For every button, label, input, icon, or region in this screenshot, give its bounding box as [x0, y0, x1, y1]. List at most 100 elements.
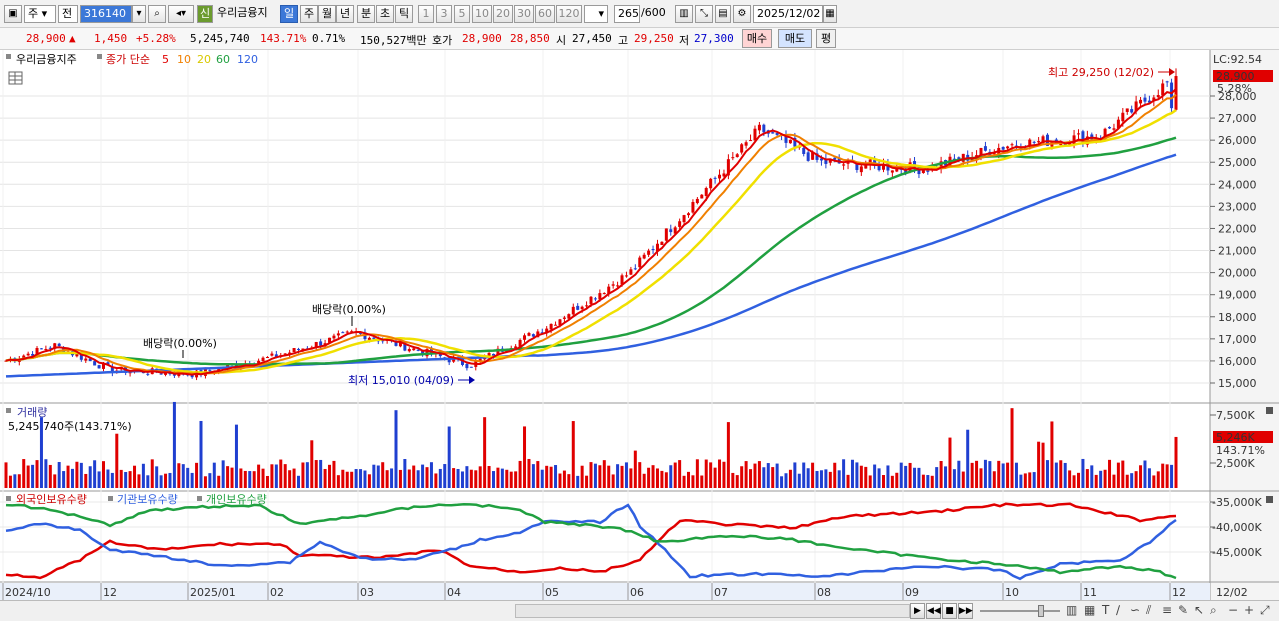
volume-bar	[762, 467, 766, 488]
volume-bar	[146, 475, 150, 488]
candle-body	[793, 137, 797, 147]
trend-icon[interactable]: ∽	[1130, 603, 1141, 617]
window-icon[interactable]: ▣	[4, 5, 22, 23]
balance-button[interactable]: 평	[816, 29, 836, 48]
volume-bar	[527, 458, 531, 488]
volume-bar	[26, 465, 30, 488]
volume-bar	[429, 462, 433, 488]
period-week-button[interactable]: 주	[300, 5, 318, 23]
zoom-out-icon[interactable]: −	[1228, 603, 1239, 617]
volume-bar	[704, 459, 708, 488]
bar-chart-icon[interactable]: ▥	[1066, 603, 1078, 617]
grid-icon[interactable]: ▦	[1084, 603, 1096, 617]
candle-body	[447, 357, 451, 363]
candle-body	[1081, 131, 1085, 144]
candle-body	[593, 298, 597, 300]
holder-panel-close-icon[interactable]	[1266, 496, 1273, 503]
volume-bar	[168, 472, 172, 488]
fibonacci-icon[interactable]: ≡	[1162, 603, 1173, 617]
volume-bar	[1014, 462, 1018, 488]
period-day-button[interactable]: 일	[280, 5, 298, 23]
candle-body	[784, 135, 788, 143]
period-year-button[interactable]: 년	[336, 5, 354, 23]
zoom-slider-handle[interactable]	[1038, 605, 1044, 617]
volume-bars	[4, 401, 1178, 488]
fullscreen-icon[interactable]: ⤢	[1260, 603, 1270, 617]
period-select[interactable]: 주 ▾	[24, 5, 56, 23]
chevron-down-icon[interactable]: ▾	[132, 5, 146, 23]
scroll-right-icon[interactable]: ▶	[910, 603, 925, 619]
period-tick-button[interactable]: 틱	[395, 5, 413, 23]
volume-bar	[611, 474, 615, 488]
zoom-in-icon[interactable]: +	[1244, 603, 1255, 617]
pencil-icon[interactable]: ✎	[1178, 603, 1189, 617]
volume-panel-close-icon[interactable]	[1266, 407, 1273, 414]
volume-bar	[261, 468, 265, 488]
volume-bar	[797, 473, 801, 488]
volume-bar	[1028, 472, 1032, 488]
interval-1-button[interactable]: 1	[418, 5, 434, 23]
interval-20-button[interactable]: 20	[493, 5, 513, 23]
period-minute-button[interactable]: 분	[357, 5, 375, 23]
sell-button[interactable]: 매도	[778, 29, 812, 48]
cursor-icon[interactable]: ↖	[1194, 603, 1205, 617]
volume-bar	[886, 465, 890, 488]
stock-code-input[interactable]: 316140	[80, 5, 132, 23]
candle-body	[421, 350, 425, 355]
candle-body	[558, 319, 562, 325]
buy-button[interactable]: 매수	[742, 29, 772, 48]
x-axis-label: 02	[270, 586, 284, 599]
channel-icon[interactable]: ⫽	[1146, 603, 1152, 617]
volume-bar	[1054, 462, 1058, 488]
volume-bar	[744, 461, 748, 488]
first-page-icon[interactable]: ◀◀	[926, 603, 941, 619]
calendar-icon[interactable]: ▦	[823, 5, 837, 23]
crosshair-icon[interactable]: ⤡	[695, 5, 713, 23]
volume-bar	[319, 459, 323, 488]
speaker-icon[interactable]: ◂▾	[168, 5, 194, 23]
candle-body	[79, 354, 83, 360]
volume-bar	[460, 471, 464, 488]
candle-body	[332, 335, 336, 339]
volume-y-tick-7500: 7,500K	[1216, 409, 1255, 422]
stop-icon[interactable]: ■	[942, 603, 957, 619]
save-icon[interactable]: ▤	[715, 5, 731, 23]
gear-icon[interactable]: ⚙	[733, 5, 751, 23]
mode-select[interactable]: 전	[58, 5, 78, 23]
draw-line-icon[interactable]: ∕	[1116, 603, 1121, 617]
period-month-button[interactable]: 월	[318, 5, 336, 23]
text-icon[interactable]: T	[1102, 603, 1110, 617]
volume-bar	[877, 468, 881, 488]
interval-3-button[interactable]: 3	[436, 5, 452, 23]
period-second-button[interactable]: 초	[376, 5, 394, 23]
volume-bar	[788, 469, 792, 488]
volume-ratio: 143.71%	[260, 32, 307, 45]
horizontal-scrollbar[interactable]	[515, 604, 910, 618]
volume-bar	[456, 469, 460, 488]
interval-30-button[interactable]: 30	[514, 5, 534, 23]
volume-bar	[443, 464, 447, 488]
volume-bar	[1059, 460, 1063, 488]
interval-10-button[interactable]: 10	[472, 5, 492, 23]
candle-body	[1156, 95, 1160, 98]
candle-icon[interactable]: ▥	[675, 5, 693, 23]
zoom-slider[interactable]	[980, 610, 1060, 612]
last-page-icon[interactable]: ▶▶	[958, 603, 973, 619]
interval-5-button[interactable]: 5	[454, 5, 470, 23]
search-icon[interactable]: ⌕	[148, 5, 166, 23]
interval-120-button[interactable]: 120	[556, 5, 582, 23]
new-indicator-button[interactable]: 신	[197, 5, 213, 23]
x-axis-label: 12	[103, 586, 117, 599]
volume-bar	[819, 470, 823, 488]
price-y-tick: 19,000	[1218, 289, 1257, 302]
count-input[interactable]: 265	[614, 5, 640, 23]
volume-bar	[868, 475, 872, 488]
zoom-icon[interactable]: ⌕	[1210, 603, 1217, 617]
volume-bar	[899, 462, 903, 488]
volume-bar	[660, 470, 664, 488]
stock-chart[interactable]: 우리금융지주 종가 단순 5 10 20 60 120 최고 29,250 (1…	[0, 50, 1279, 600]
interval-60-button[interactable]: 60	[535, 5, 555, 23]
high-label: 고	[618, 34, 629, 47]
interval-custom-select[interactable]: ▾	[584, 5, 608, 23]
date-input[interactable]: 2025/12/02	[753, 5, 823, 23]
